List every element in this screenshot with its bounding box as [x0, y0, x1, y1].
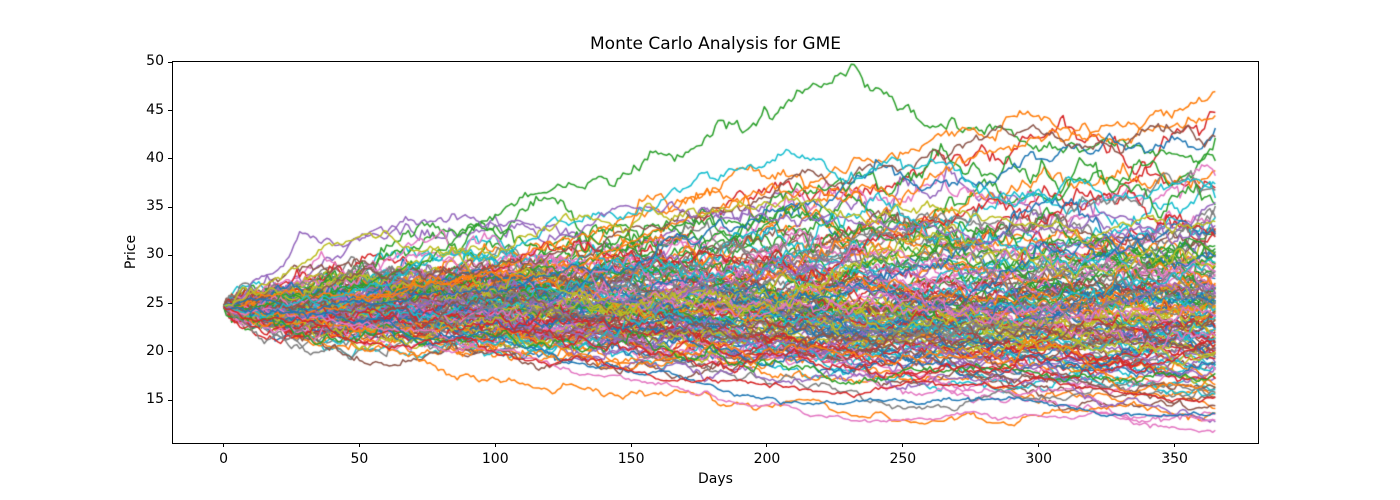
x-tick-label: 50 [350, 451, 369, 467]
y-tick-label: 25 [146, 294, 164, 311]
x-tick-label: 300 [1025, 451, 1053, 467]
y-tick-label: 50 [146, 53, 164, 70]
x-axis-label: Days [698, 471, 733, 487]
x-tick-label: 250 [889, 451, 917, 467]
y-tick-label: 20 [146, 342, 164, 359]
y-tick-label: 35 [146, 198, 164, 215]
y-tick-label: 45 [146, 101, 164, 118]
y-tick-label: 15 [146, 391, 164, 408]
x-tick-label: 200 [753, 451, 781, 467]
x-tick-label: 350 [1161, 451, 1188, 467]
chart-title: Monte Carlo Analysis for GME [590, 34, 841, 54]
x-tick-label: 0 [219, 451, 228, 467]
x-tick-label: 100 [481, 451, 509, 467]
simulation-canvas [173, 62, 1258, 443]
x-tick-label: 150 [617, 451, 645, 467]
y-tick-label: 40 [146, 149, 164, 166]
y-axis-label: Price [123, 234, 139, 270]
plot-area [172, 61, 1259, 444]
